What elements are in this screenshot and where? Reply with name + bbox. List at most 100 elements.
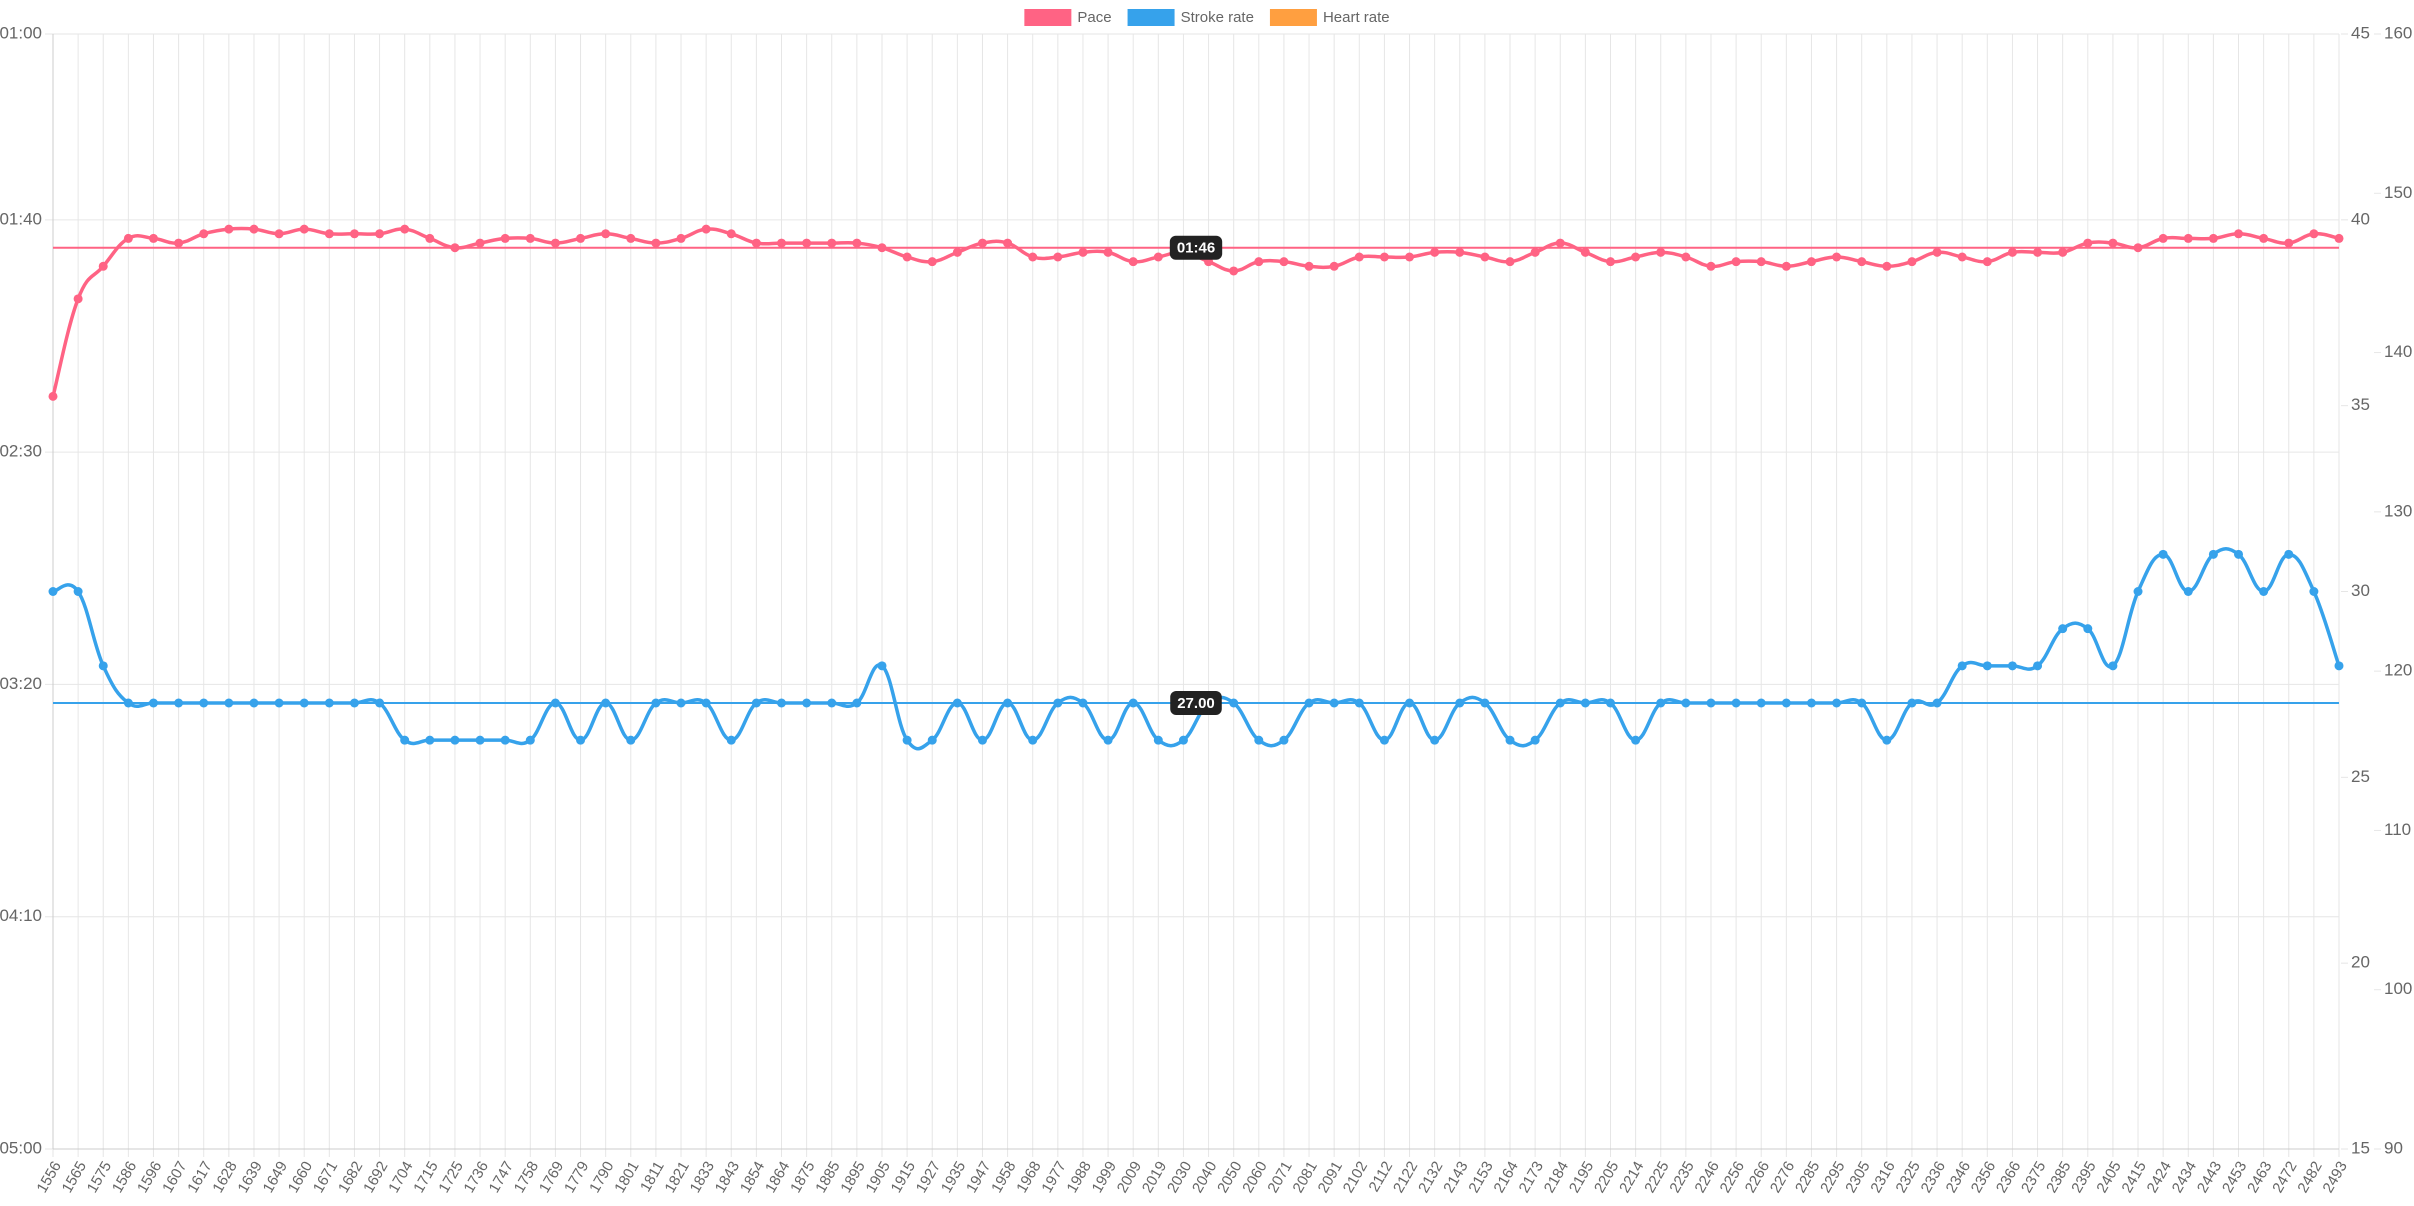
x-tick-label: 2405 [2093, 1158, 2124, 1195]
data-point [1178, 735, 1188, 745]
data-point [174, 238, 184, 248]
data-point [400, 735, 410, 745]
data-point [525, 233, 535, 243]
annotation-label: 27.00 [1177, 695, 1215, 712]
x-tick-label: 2184 [1541, 1158, 1572, 1195]
data-point [1631, 252, 1641, 262]
x-tick-label: 2266 [1742, 1158, 1773, 1195]
x-tick-label: 2164 [1491, 1158, 1522, 1195]
data-point [2259, 233, 2269, 243]
data-point [1153, 252, 1163, 262]
data-point [2007, 661, 2017, 671]
series-line [52, 547, 2341, 751]
legend-label: Heart rate [1323, 9, 1390, 26]
annotation-box [1170, 691, 1222, 715]
data-point [626, 233, 636, 243]
y-tick-label: 02:30 [0, 442, 42, 461]
y-tick-label: 150 [2384, 183, 2412, 202]
x-tick-label: 1660 [285, 1158, 316, 1195]
data-point [1605, 257, 1615, 267]
data-point [1530, 735, 1540, 745]
x-tick-label: 2153 [1465, 1158, 1496, 1195]
x-tick-label: 2346 [1943, 1158, 1974, 1195]
data-point [676, 233, 686, 243]
data-point [1982, 257, 1992, 267]
data-point [1781, 261, 1791, 271]
x-tick-label: 2295 [1817, 1158, 1848, 1195]
x-tick-label: 1790 [586, 1158, 617, 1195]
data-point [2183, 233, 2193, 243]
data-point [2309, 587, 2319, 596]
data-point [1379, 252, 1389, 262]
x-tick-label: 1725 [435, 1158, 466, 1195]
data-point [1806, 257, 1816, 267]
data-point [2334, 233, 2344, 243]
data-point [927, 257, 937, 267]
x-tick-label: 1821 [662, 1158, 693, 1195]
data-point [2158, 233, 2168, 243]
data-point [73, 587, 83, 596]
x-tick-label: 2366 [1993, 1158, 2024, 1195]
data-point [324, 229, 334, 239]
x-tick-label: 2336 [1918, 1158, 1949, 1195]
x-tick-label: 2040 [1189, 1158, 1220, 1195]
x-tick-label: 1833 [687, 1158, 718, 1195]
data-point [977, 238, 987, 248]
data-point [1480, 252, 1490, 262]
x-tick-label: 2463 [2244, 1158, 2275, 1195]
data-point [375, 229, 385, 239]
y-tick-label: 120 [2384, 661, 2412, 680]
x-tick-label: 2122 [1390, 1158, 1421, 1195]
x-tick-label: 1628 [209, 1158, 240, 1195]
data-point [1907, 257, 1917, 267]
y-tick-label: 35 [2351, 395, 2370, 414]
data-point [1631, 735, 1641, 745]
data-point [2183, 587, 2193, 596]
y-tick-label: 90 [2384, 1138, 2403, 1157]
data-point [1580, 247, 1590, 257]
data-point [2133, 587, 2143, 596]
data-point [2259, 587, 2269, 596]
y-tick-label: 15 [2351, 1138, 2370, 1157]
data-point [927, 735, 937, 745]
y-tick-label: 30 [2351, 581, 2370, 600]
data-point [475, 735, 485, 745]
x-tick-label: 1596 [134, 1158, 165, 1195]
x-tick-label: 1927 [913, 1158, 944, 1195]
data-point [1304, 261, 1314, 271]
data-point [1430, 735, 1440, 745]
x-tick-label: 1639 [234, 1158, 265, 1195]
data-point [952, 247, 962, 257]
data-point [1254, 257, 1264, 267]
x-tick-label: 1875 [787, 1158, 818, 1195]
x-tick-label: 1769 [536, 1158, 567, 1195]
data-point [1078, 247, 1088, 257]
y-tick-label: 20 [2351, 953, 2370, 972]
x-tick-label: 1801 [611, 1158, 642, 1195]
x-tick-label: 1715 [410, 1158, 441, 1195]
legend-swatch [1024, 9, 1072, 26]
x-tick-label: 2091 [1315, 1158, 1346, 1195]
y-tick-label: 110 [2384, 820, 2411, 839]
data-point [274, 229, 284, 239]
y-tick-label: 01:40 [0, 209, 42, 228]
y-tick-label: 04:10 [0, 906, 42, 925]
data-point [1530, 247, 1540, 257]
data-point [1882, 261, 1892, 271]
x-tick-label: 2009 [1114, 1158, 1145, 1195]
data-point [2208, 549, 2218, 559]
x-tick-label: 2205 [1591, 1158, 1622, 1195]
data-point [2334, 661, 2344, 671]
y-tick-label: 40 [2351, 209, 2370, 228]
x-tick-label: 1988 [1063, 1158, 1094, 1195]
y-tick-label: 140 [2384, 342, 2412, 361]
y-tick-label: 130 [2384, 501, 2412, 520]
x-tick-label: 1758 [511, 1158, 542, 1195]
x-tick-label: 2316 [1867, 1158, 1898, 1195]
x-tick-label: 1682 [335, 1158, 366, 1195]
data-point [1932, 247, 1942, 257]
x-tick-label: 1779 [561, 1158, 592, 1195]
x-tick-label: 2173 [1516, 1158, 1547, 1195]
data-point [2284, 549, 2294, 559]
x-tick-label: 2285 [1792, 1158, 1823, 1195]
